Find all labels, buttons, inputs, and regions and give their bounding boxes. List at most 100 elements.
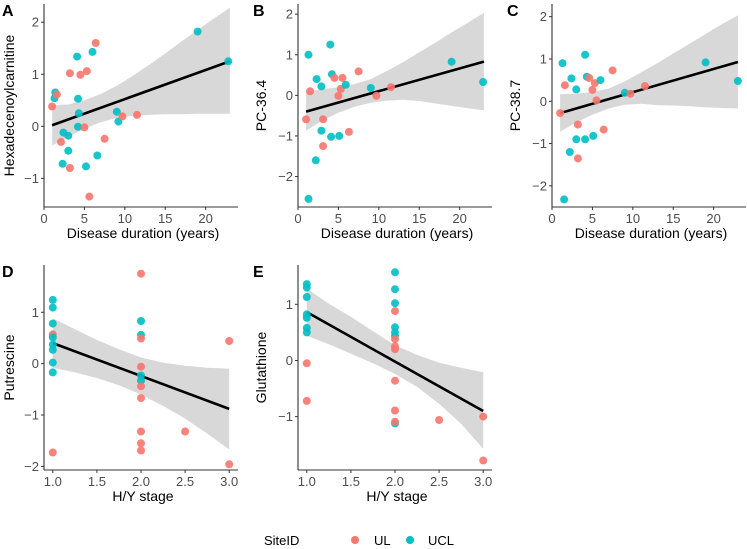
x-tick-label: 10 — [118, 211, 132, 226]
x-tick-label: 20 — [452, 211, 466, 226]
data-point-ucl — [558, 59, 567, 68]
y-tick-label: 2 — [286, 7, 293, 22]
data-point-ucl — [302, 293, 311, 301]
panel-a: A 0 5 10 15 20 −1 0 1 2 Disease duration (years) He… — [1, 3, 238, 241]
data-point-ucl — [48, 319, 57, 328]
data-point-ul — [344, 127, 353, 136]
data-point-ul — [85, 192, 94, 201]
y-axis-title: Glutathione — [253, 331, 269, 403]
x-tick-label: 10 — [372, 211, 386, 226]
x-tick-label: 5 — [81, 211, 88, 226]
data-point-ul — [48, 448, 57, 457]
data-point-ucl — [48, 345, 57, 354]
data-point-ul — [319, 142, 328, 151]
panel-b: B 0 5 10 15 20 −2 −1 0 1 2 Disease duration (years)… — [253, 3, 492, 241]
data-point-ul — [435, 416, 444, 424]
data-point-ucl — [366, 84, 375, 92]
data-point-ul — [585, 74, 594, 82]
y-tick-label: 1 — [32, 67, 39, 82]
data-point-ucl — [224, 57, 233, 66]
data-point-ul — [137, 334, 145, 343]
data-point-ul — [641, 82, 649, 90]
y-tick-label: −2 — [24, 459, 39, 474]
data-point-ucl — [137, 376, 145, 385]
data-point-ucl — [74, 122, 82, 131]
y-tick-label: −1 — [24, 408, 39, 423]
data-point-ucl — [193, 27, 202, 36]
data-point-ul — [354, 67, 363, 76]
data-point-ucl — [64, 131, 73, 140]
data-point-ul — [133, 110, 141, 119]
x-tick-label: 1.0 — [298, 474, 316, 489]
y-tick-label: −1 — [24, 171, 39, 186]
data-point-ucl — [74, 109, 83, 118]
data-point-ucl — [73, 52, 82, 61]
y-tick-label: 1 — [32, 305, 39, 320]
data-point-ucl — [93, 151, 102, 160]
data-point-ul — [334, 91, 343, 100]
data-point-ucl — [312, 75, 321, 84]
x-axis-title: Disease duration (years) — [67, 225, 220, 241]
y-tick-label: −2 — [278, 169, 293, 184]
y-tick-label: −2 — [532, 178, 547, 193]
x-tick-label: 3.0 — [220, 474, 238, 489]
data-point-ul — [52, 90, 61, 99]
data-point-ucl — [589, 131, 598, 140]
legend-key-ucl — [406, 536, 414, 544]
data-point-ucl — [596, 76, 605, 85]
x-tick-label: 2.0 — [132, 474, 150, 489]
data-point-ul — [387, 83, 395, 92]
data-point-ucl — [581, 50, 590, 59]
confidence-ribbon — [52, 7, 230, 146]
data-point-ucl — [302, 328, 311, 337]
panel-d: D 1.0 1.5 2.0 2.5 3.0 −2 −1 0 1 H/Y stage Putrescin… — [1, 264, 238, 504]
data-point-ucl — [48, 358, 57, 367]
panel-tag: D — [2, 264, 14, 281]
data-point-ul — [91, 39, 100, 47]
data-point-ul — [137, 382, 145, 391]
data-point-ul — [391, 345, 399, 354]
data-point-ul — [319, 115, 328, 124]
data-point-ul — [80, 123, 89, 132]
data-point-ucl — [567, 74, 576, 83]
data-point-ul — [76, 70, 85, 79]
data-point-ul — [556, 109, 565, 118]
data-point-ul — [592, 96, 601, 105]
x-tick-label: 2.5 — [430, 474, 448, 489]
data-point-ucl — [304, 194, 313, 203]
data-point-ul — [560, 81, 569, 90]
data-point-ucl — [74, 94, 82, 103]
legend-key-ul — [351, 536, 359, 544]
x-tick-label: 10 — [626, 211, 640, 226]
data-point-ucl — [335, 131, 344, 140]
data-point-ul — [391, 335, 399, 344]
regression-line — [559, 60, 739, 115]
y-tick-label: 0 — [286, 88, 293, 103]
data-point-ucl — [48, 368, 57, 377]
y-axis-title: Putrescine — [1, 334, 17, 400]
data-point-ucl — [341, 80, 350, 89]
x-tick-label: 1.0 — [44, 474, 62, 489]
data-point-ucl — [581, 135, 590, 144]
data-point-ucl — [82, 162, 90, 171]
data-point-ucl — [88, 47, 97, 56]
x-tick-label: 15 — [666, 211, 680, 226]
data-point-ucl — [48, 333, 57, 342]
x-tick-label: 2.5 — [176, 474, 194, 489]
data-point-ul — [65, 69, 74, 78]
data-point-ucl — [317, 82, 326, 91]
x-tick-label: 1.5 — [88, 474, 106, 489]
x-tick-label: 0 — [548, 211, 555, 226]
data-point-ul — [181, 427, 190, 436]
regression-line — [305, 60, 485, 113]
data-point-ul — [372, 91, 381, 100]
data-point-ul — [599, 125, 608, 134]
data-point-ucl — [447, 57, 456, 66]
x-tick-label: 15 — [412, 211, 426, 226]
data-point-ul — [338, 73, 347, 82]
x-tick-label: 3.0 — [474, 474, 492, 489]
data-point-ul — [573, 120, 582, 129]
data-point-ul — [479, 412, 488, 421]
